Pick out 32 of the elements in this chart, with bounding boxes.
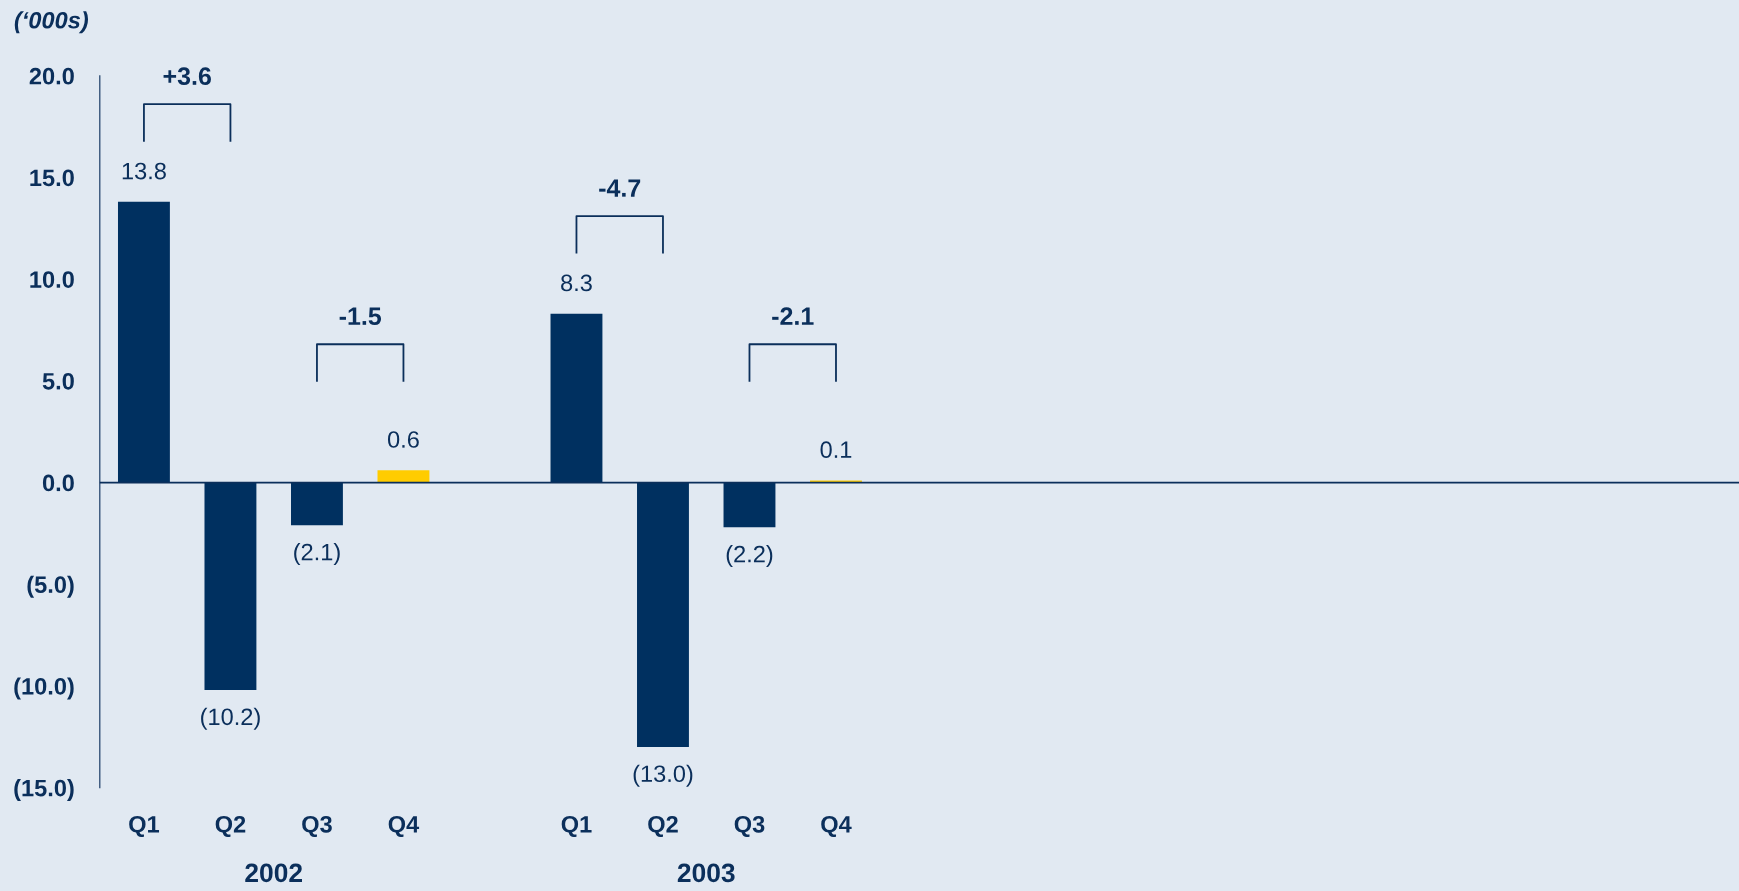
- x-tick-label: Q3: [302, 815, 332, 838]
- x-tick-label: Q4: [821, 815, 852, 838]
- text: 2002: [245, 863, 302, 883]
- data-label: (2.2): [726, 545, 773, 568]
- annotation: -4.7: [599, 179, 641, 197]
- y-tick-label: (15.0): [14, 779, 74, 802]
- annotation: -2.1: [772, 307, 814, 325]
- data-label: (13.0): [633, 764, 693, 787]
- annotation: -1.5: [339, 307, 382, 326]
- x-tick-label: Q2: [648, 815, 678, 838]
- data-label: 8.3: [561, 274, 592, 292]
- y-tick-label: 20.0: [29, 67, 74, 85]
- data-label: 0.6: [387, 431, 419, 448]
- y-tick-label: 0.0: [42, 474, 74, 492]
- data-label: (10.2): [201, 707, 260, 730]
- x-tick-label: Q3: [734, 815, 765, 838]
- x-tick-label: Q1: [129, 815, 160, 838]
- annotation: +3.6: [163, 67, 211, 86]
- x-tick-label: Q1: [561, 815, 592, 838]
- x-tick-label: Q2: [215, 815, 246, 838]
- y-tick-label: 10.0: [30, 271, 74, 288]
- y-tick-label: 5.0: [42, 372, 74, 390]
- y-tick-label: 15.0: [30, 169, 74, 187]
- y-tick-label: (10.0): [14, 677, 74, 700]
- data-label: 13.8: [122, 162, 166, 180]
- y-tick-label: (5.0): [27, 575, 74, 598]
- text: 2003: [677, 863, 735, 883]
- data-label: 0.1: [820, 441, 852, 459]
- bar: [377, 470, 430, 483]
- y-axis-title: (‘000s): [14, 11, 89, 34]
- x-tick-label: Q4: [388, 815, 420, 838]
- data-label: (2.1): [294, 543, 340, 566]
